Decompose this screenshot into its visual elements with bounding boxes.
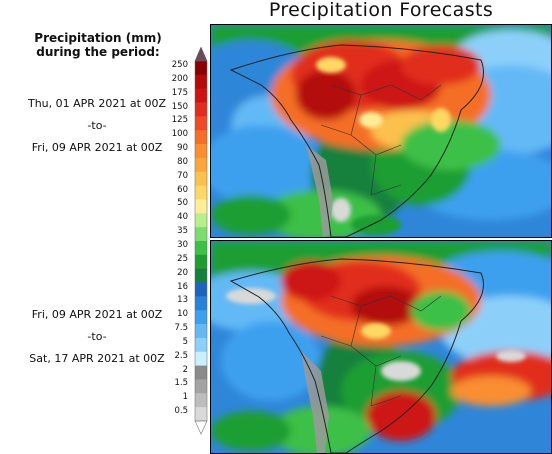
legend-title-line2: during the period: xyxy=(36,45,160,59)
colorbar-tick-2: 2 xyxy=(182,364,188,375)
colorbar-swatch-175 xyxy=(195,88,207,103)
colorbar-tick-30: 30 xyxy=(177,240,188,250)
colorbar-bottom-arrow xyxy=(194,420,208,435)
colorbar-tick-13: 13 xyxy=(177,295,188,306)
colorbar-swatch-16 xyxy=(195,282,207,297)
colorbar-tick-5: 5 xyxy=(182,336,188,347)
colorbar-swatch-150 xyxy=(195,102,207,117)
colorbar-swatch-70 xyxy=(195,171,207,186)
colorbar-swatch-50 xyxy=(195,199,207,214)
colorbar-swatch-125 xyxy=(195,116,207,131)
colorbar-tick-1: 1 xyxy=(182,392,188,403)
period-1-end: Fri, 09 APR 2021 at 00Z xyxy=(31,141,163,154)
colorbar-swatch-2 xyxy=(195,365,207,380)
colorbar-swatch-0.5 xyxy=(195,407,207,422)
forecast-map-period-1 xyxy=(210,24,552,238)
colorbar-tick-70: 70 xyxy=(177,170,188,181)
colorbar xyxy=(188,46,214,435)
colorbar-tick-40: 40 xyxy=(177,212,188,223)
period-1-label: Thu, 01 APR 2021 at 00Z -to- Fri, 09 APR… xyxy=(18,93,176,159)
colorbar-swatch-80 xyxy=(195,157,207,173)
colorbar-tick-150: 150 xyxy=(171,101,188,112)
period-2-start: Fri, 09 APR 2021 at 00Z xyxy=(31,308,163,321)
colorbar-tick-16: 16 xyxy=(177,281,188,292)
colorbar-tick-60: 60 xyxy=(177,184,188,195)
period-2-end: Sat, 17 APR 2021 at 00Z xyxy=(29,352,165,365)
colorbar-swatch-250 xyxy=(195,61,207,76)
colorbar-swatch-100 xyxy=(195,130,207,145)
colorbar-swatch-200 xyxy=(195,74,207,89)
colorbar-swatch-7.5 xyxy=(195,324,207,339)
colorbar-top-arrow xyxy=(194,46,208,62)
colorbar-swatch-90 xyxy=(195,144,207,159)
colorbar-tick-7.5: 7.5 xyxy=(174,323,188,334)
colorbar-swatch-35 xyxy=(195,227,207,242)
colorbar-tick-90: 90 xyxy=(177,143,188,154)
period-2-separator: -to- xyxy=(87,330,107,343)
colorbar-tick-25: 25 xyxy=(177,253,188,264)
colorbar-tick-10: 10 xyxy=(177,309,188,320)
colorbar-tick-2.5: 2.5 xyxy=(174,350,188,361)
period-1-start: Thu, 01 APR 2021 at 00Z xyxy=(27,97,167,110)
colorbar-swatch-1.5 xyxy=(195,379,207,394)
colorbar-swatch-10 xyxy=(195,310,207,325)
legend-title: Precipitation (mm) during the period: xyxy=(30,31,166,59)
figure-title: Precipitation Forecasts xyxy=(268,0,494,21)
colorbar-tick-125: 125 xyxy=(171,115,188,126)
colorbar-tick-50: 50 xyxy=(177,198,188,209)
colorbar-swatch-2.5 xyxy=(195,351,207,366)
colorbar-tick-35: 35 xyxy=(177,226,188,237)
legend-title-line1: Precipitation (mm) xyxy=(34,31,162,45)
colorbar-swatch-60 xyxy=(195,185,207,200)
colorbar-swatch-13 xyxy=(195,296,207,311)
colorbar-swatch-20 xyxy=(195,268,207,283)
colorbar-swatch-5 xyxy=(195,337,207,353)
colorbar-tick-0.5: 0.5 xyxy=(174,406,188,417)
colorbar-tick-175: 175 xyxy=(171,87,188,98)
colorbar-tick-80: 80 xyxy=(177,156,188,167)
colorbar-tick-100: 100 xyxy=(171,129,188,140)
colorbar-tick-250: 250 xyxy=(171,60,188,70)
colorbar-tick-20: 20 xyxy=(177,267,188,278)
colorbar-tick-200: 200 xyxy=(171,73,188,84)
period-2-label: Fri, 09 APR 2021 at 00Z -to- Sat, 17 APR… xyxy=(18,304,176,370)
forecast-map-period-2 xyxy=(210,240,552,454)
period-1-separator: -to- xyxy=(87,119,107,132)
colorbar-tick-1.5: 1.5 xyxy=(174,378,188,389)
colorbar-swatch-40 xyxy=(195,213,207,228)
colorbar-swatch-1 xyxy=(195,393,207,408)
colorbar-swatch-25 xyxy=(195,254,207,269)
colorbar-swatch-30 xyxy=(195,241,207,256)
